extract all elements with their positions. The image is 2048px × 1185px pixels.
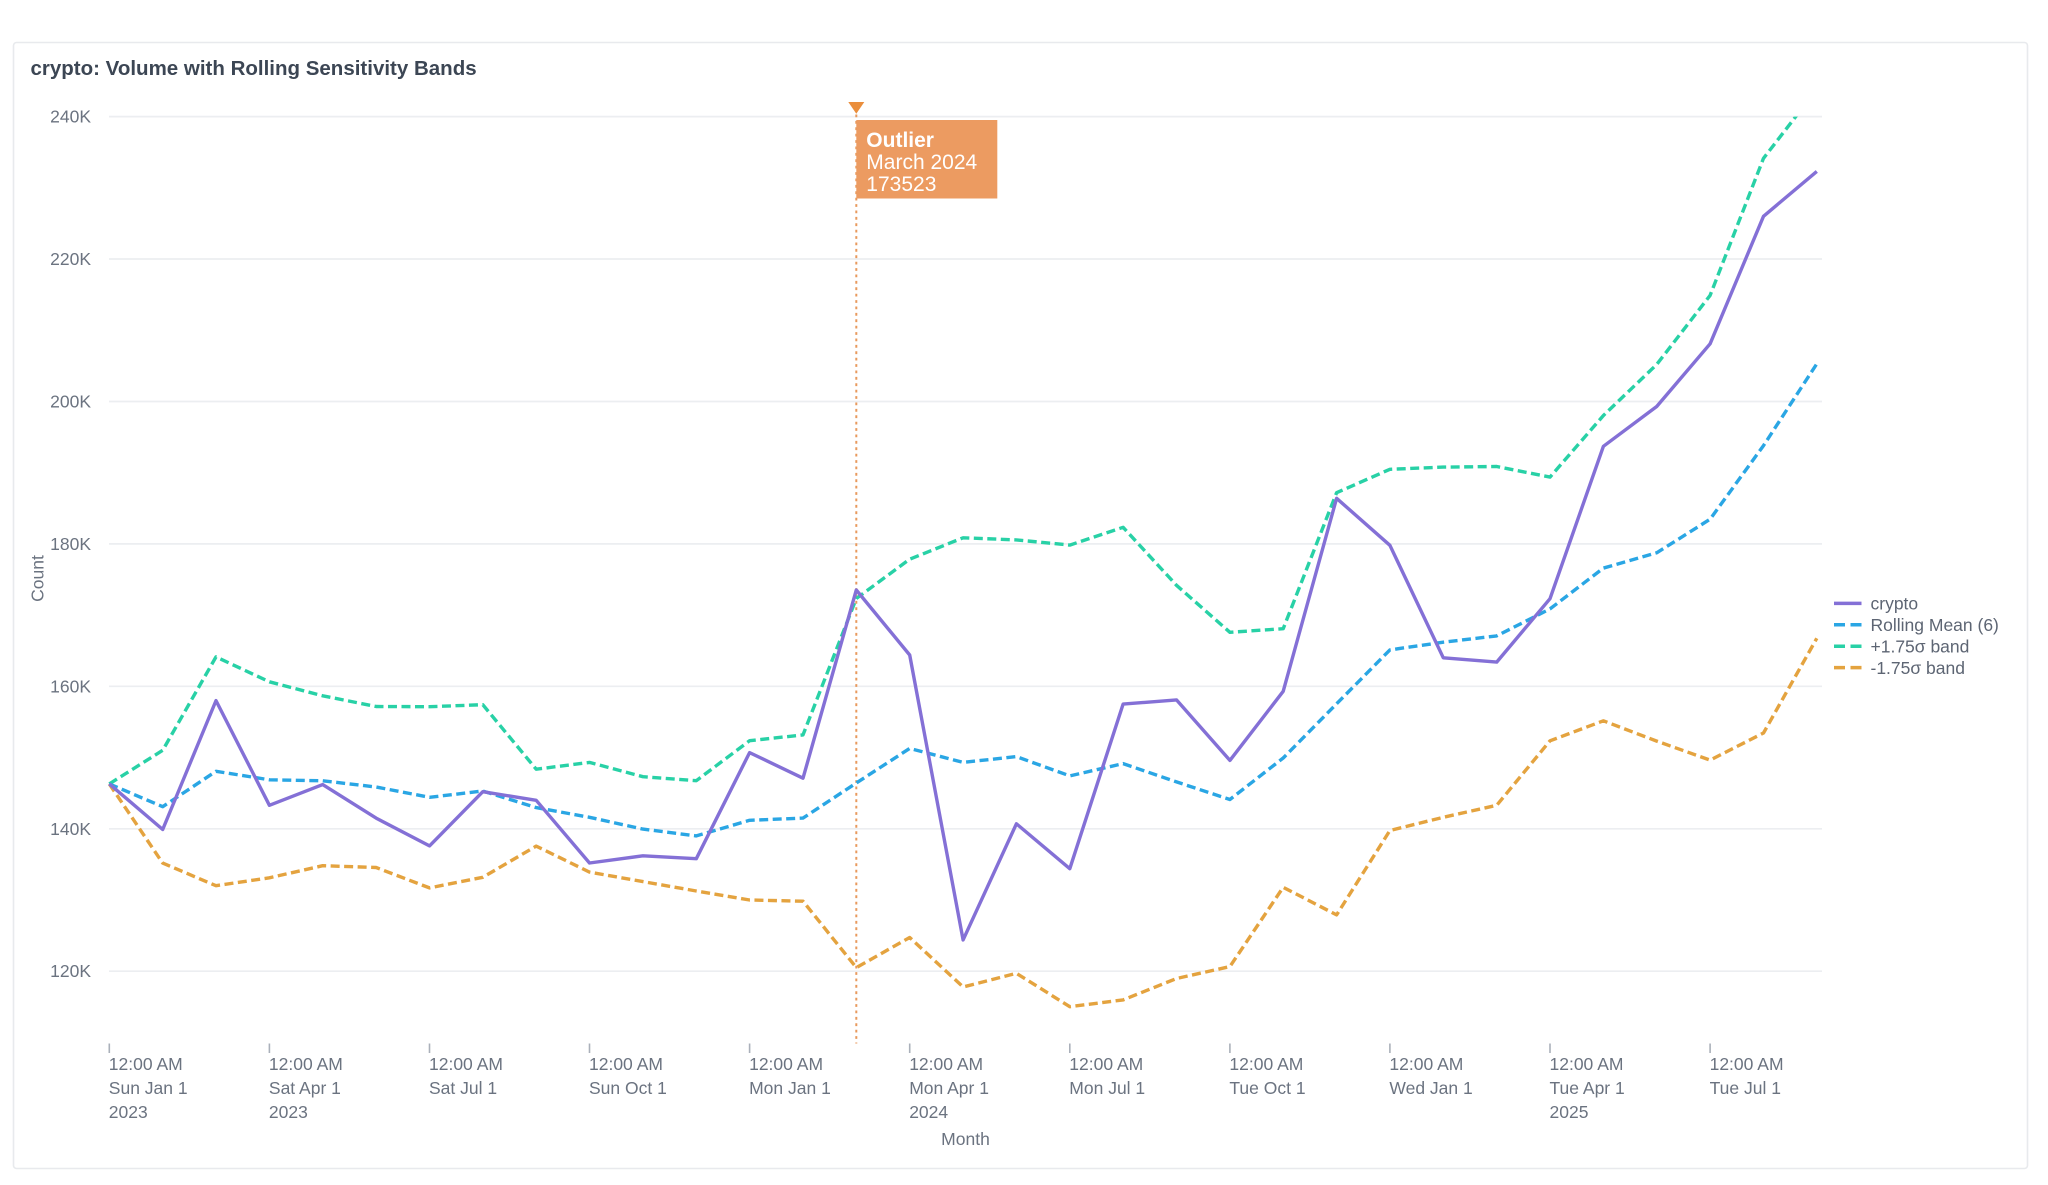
svg-text:12:00 AM: 12:00 AM [1389,1054,1463,1074]
svg-text:Sun Jan 1: Sun Jan 1 [109,1078,188,1098]
svg-text:140K: 140K [50,819,91,839]
svg-text:Rolling Mean (6): Rolling Mean (6) [1871,615,1999,635]
svg-text:12:00 AM: 12:00 AM [589,1054,663,1074]
svg-text:Tue Apr 1: Tue Apr 1 [1550,1078,1625,1098]
svg-text:12:00 AM: 12:00 AM [1710,1054,1784,1074]
svg-text:crypto: crypto [1871,594,1919,614]
svg-text:Outlier: Outlier [866,129,934,152]
svg-text:2023: 2023 [269,1102,308,1122]
svg-text:173523: 173523 [866,173,936,196]
svg-text:160K: 160K [50,676,91,696]
svg-text:-1.75σ band: -1.75σ band [1871,658,1965,678]
svg-text:2023: 2023 [109,1102,148,1122]
svg-text:12:00 AM: 12:00 AM [1069,1054,1143,1074]
svg-text:12:00 AM: 12:00 AM [1229,1054,1303,1074]
svg-text:Count: Count [28,555,48,602]
svg-text:220K: 220K [50,249,91,269]
svg-text:Mon Jan 1: Mon Jan 1 [749,1078,831,1098]
svg-text:180K: 180K [50,534,91,554]
svg-text:12:00 AM: 12:00 AM [429,1054,503,1074]
svg-text:200K: 200K [50,392,91,412]
svg-text:2024: 2024 [909,1102,948,1122]
svg-text:Wed Jan 1: Wed Jan 1 [1389,1078,1472,1098]
svg-text:Tue Oct 1: Tue Oct 1 [1229,1078,1305,1098]
svg-text:12:00 AM: 12:00 AM [109,1054,183,1074]
svg-text:Tue Jul 1: Tue Jul 1 [1710,1078,1781,1098]
svg-text:March 2024: March 2024 [866,151,977,174]
svg-text:12:00 AM: 12:00 AM [269,1054,343,1074]
svg-text:Mon Apr 1: Mon Apr 1 [909,1078,989,1098]
svg-text:120K: 120K [50,961,91,981]
svg-text:Sat Apr 1: Sat Apr 1 [269,1078,341,1098]
svg-text:+1.75σ band: +1.75σ band [1871,636,1970,656]
svg-text:240K: 240K [50,107,91,127]
svg-text:Sun Oct 1: Sun Oct 1 [589,1078,667,1098]
svg-text:2025: 2025 [1550,1102,1589,1122]
svg-text:Mon Jul 1: Mon Jul 1 [1069,1078,1145,1098]
svg-text:12:00 AM: 12:00 AM [1550,1054,1624,1074]
svg-text:Month: Month [941,1129,990,1149]
svg-text:Sat Jul 1: Sat Jul 1 [429,1078,497,1098]
svg-text:crypto: Volume with Rolling Se: crypto: Volume with Rolling Sensitivity … [31,57,477,80]
svg-text:12:00 AM: 12:00 AM [749,1054,823,1074]
svg-text:12:00 AM: 12:00 AM [909,1054,983,1074]
